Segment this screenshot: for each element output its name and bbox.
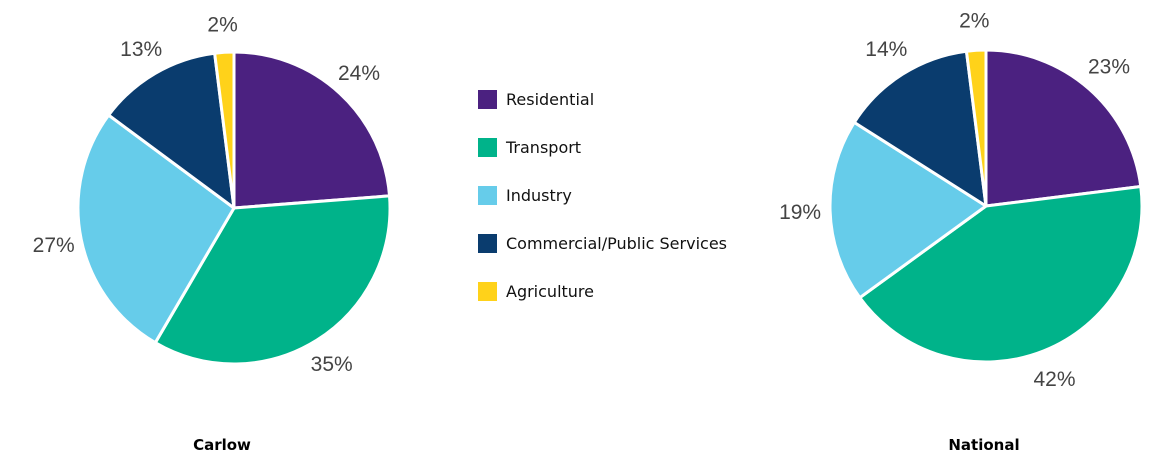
national-slice-industry [828,120,988,300]
national-label-industry: 19% [779,201,821,224]
carlow-slice-residential [232,50,392,210]
national-pie-chart: 23% 42% 19% 14% 2% [779,9,1144,391]
national-slice-transport [858,184,1144,364]
carlow-label-transport: 35% [311,353,353,376]
legend-swatch-industry [478,186,497,205]
national-label-transport: 42% [1033,368,1075,391]
carlow-slice-commercial-public-services [107,51,236,210]
chart-legend: Residential Transport Industry Commercial/P… [478,90,727,301]
legend-label-transport: Transport [505,138,581,157]
carlow-pie-chart: 24% 35% 27% 13% 2% [33,13,392,376]
carlow-slice-agriculture [213,50,236,210]
legend-swatch-residential [478,90,497,109]
national-label-commercial-public-services: 14% [865,38,907,61]
national-slice-agriculture [964,48,988,208]
carlow-slice-industry [76,113,236,345]
national-slice-commercial-public-services [852,49,988,208]
national-slice-residential [984,48,1143,208]
legend-label-industry: Industry [506,186,572,205]
legend-swatch-agriculture [478,282,497,301]
carlow-label-commercial-public-services: 13% [120,38,162,61]
legend-label-agriculture: Agriculture [506,282,594,301]
legend-swatch-commercial-public-services [478,234,497,253]
carlow-label-residential: 24% [338,62,380,85]
national-chart-title: National [948,436,1019,454]
carlow-slice-transport [153,194,392,366]
legend-label-residential: Residential [506,90,594,109]
legend-label-commercial-public-services: Commercial/Public Services [506,234,727,253]
national-label-agriculture: 2% [959,9,989,32]
carlow-label-industry: 27% [33,234,75,257]
national-label-residential: 23% [1088,56,1130,79]
carlow-label-agriculture: 2% [207,13,237,36]
legend-swatch-transport [478,138,497,157]
carlow-chart-title: Carlow [193,436,251,454]
